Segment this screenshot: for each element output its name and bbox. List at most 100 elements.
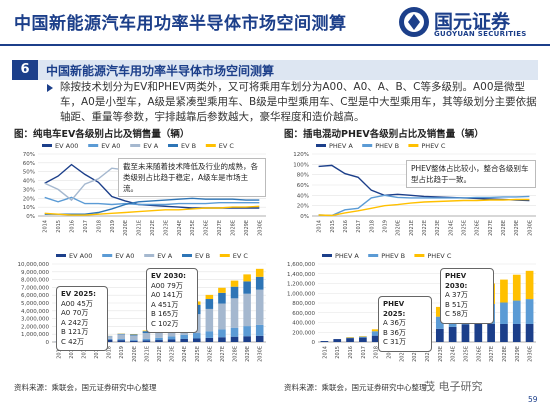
y-tick-label: 50%: [23, 170, 35, 176]
bar-segment-ev-c: [205, 294, 214, 300]
x-tick-label: 2014: [56, 346, 62, 359]
y-tick-label: 3,000,000: [21, 317, 49, 323]
x-tick-label: 2020E: [399, 346, 405, 362]
x-tick-label: 2026E: [204, 220, 210, 236]
y-tick-label: 600,000: [292, 311, 315, 317]
x-tick-label: 2026E: [207, 346, 213, 362]
section-title: 中国新能源汽车用功率半导体市场空间测算: [46, 64, 275, 78]
bar-segment-phev-a: [512, 323, 521, 342]
x-tick-label: 2018: [369, 220, 375, 233]
bar-segment-ev-a0: [255, 324, 264, 336]
bar-segment-ev-b: [205, 299, 214, 309]
x-tick-label: 2028E: [501, 220, 507, 236]
x-tick-label: 2023E: [435, 220, 441, 236]
x-tick-label: 2029E: [515, 346, 521, 362]
bar-segment-phev-c: [500, 279, 508, 303]
x-tick-label: 2014: [322, 346, 328, 359]
brand-name-en: GUOYUAN SECURITIES: [434, 30, 527, 38]
y-tick-label: 80%: [297, 173, 309, 179]
y-tick-label: 30%: [23, 187, 35, 193]
callout-line: C 42万: [61, 337, 85, 346]
phev-2025-callout: PHEV 2025: A 36万 B 36万 C 31万: [378, 296, 432, 352]
y-tick-label: 70%: [23, 152, 35, 158]
y-tick-label: 0: [46, 340, 50, 346]
x-tick-label: 2024E: [451, 346, 457, 362]
y-tick-label: 20%: [23, 196, 35, 202]
bar-segment-ev-a: [243, 293, 251, 327]
bar-segment-phev-c: [512, 274, 521, 301]
legend-swatch: [88, 144, 99, 147]
x-tick-label: 2025E: [463, 346, 469, 362]
bar-segment-ev-a0: [192, 333, 201, 339]
x-tick-label: 2015: [335, 346, 341, 359]
legend-label: EV C: [233, 252, 249, 260]
bar-segment-ev-b: [243, 281, 251, 294]
x-tick-label: 2015: [69, 346, 75, 359]
y-tick-label: 200,000: [292, 330, 315, 336]
bar-segment-ev-a0: [155, 337, 163, 341]
y-tick-label: 0%: [26, 214, 35, 220]
x-tick-label: 2028E: [233, 346, 239, 362]
bar-segment-phev-a: [371, 335, 380, 342]
bar-segment-phev-c: [371, 329, 380, 332]
series-line-phev-a: [318, 164, 530, 202]
callout-line: A0 70万: [61, 309, 89, 317]
legend-swatch: [362, 144, 373, 147]
legend-label: EV A: [157, 252, 173, 260]
brand-logo-icon: [399, 7, 429, 37]
phev-share-chart-svg: 0% 20% 40% 60% 80% 100% 120% 2014 2015 2016 2017 20…: [293, 142, 536, 236]
y-tick-label: 8,000,000: [21, 278, 49, 284]
x-tick-label: 2019: [119, 346, 125, 359]
y-tick-label: 9,000,000: [21, 270, 49, 276]
y-tick-label: 40%: [297, 193, 309, 199]
bar-segment-ev-a: [104, 336, 113, 339]
bar-segment-ev-a00: [205, 337, 214, 342]
brand-name-cn: 国元证券: [434, 11, 511, 33]
y-tick-label: 1,000,000: [287, 291, 315, 297]
title-bar: 中国新能源汽车用功率半导体市场空间测算 国元证券 GUOYUAN SECURIT…: [0, 0, 550, 44]
body-paragraph: 除按技术划分为EV和PHEV两类外，又可将乘用车划分为A00、A0、A、B、C等…: [60, 81, 537, 123]
legend-label: EV B: [181, 142, 196, 150]
bar-segment-ev-a0: [117, 339, 126, 341]
x-tick-label: 2029E: [244, 220, 250, 236]
legend-swatch: [205, 144, 216, 147]
y-tick-label: 4,000,000: [21, 309, 49, 315]
x-tick-label: 2021E: [144, 346, 150, 362]
legend-swatch: [102, 254, 113, 257]
legend-label: EV A0: [101, 142, 120, 150]
x-tick-label: 2027E: [220, 346, 226, 362]
bar-segment-ev-b: [255, 276, 264, 290]
series-line-ev-b: [44, 197, 260, 215]
x-tick-label: 2025E: [190, 220, 196, 236]
bar-segment-ev-a00: [243, 336, 251, 342]
bar-segment-ev-b: [142, 331, 151, 334]
x-tick-label: 2018: [374, 346, 380, 359]
x-tick-label: 2020E: [396, 220, 402, 236]
x-tick-label: 2027E: [489, 346, 495, 362]
bar-segment-ev-a0: [205, 331, 214, 338]
bar-segment-ev-c: [230, 280, 239, 287]
legend-swatch: [42, 144, 52, 147]
x-tick-label: 2028E: [502, 346, 508, 362]
y-tick-label: 20%: [297, 204, 309, 210]
callout-line: A 242万: [61, 318, 89, 327]
legend-swatch: [316, 144, 326, 147]
title-divider: [0, 44, 550, 46]
bar-segment-ev-a00: [155, 340, 163, 342]
x-tick-label: 2030E: [527, 220, 533, 236]
x-tick-label: 2025E: [195, 346, 201, 362]
bar-segment-ev-a00: [142, 340, 151, 342]
legend-label: EV C: [219, 142, 235, 150]
bar-segment-ev-a0: [104, 338, 113, 340]
x-tick-label: 2019: [110, 220, 116, 233]
series-line-ev-a0: [44, 196, 260, 206]
bar-segment-ev-b: [117, 333, 126, 335]
bar-segment-phev-b: [435, 316, 444, 329]
brand-logo: 国元证券 GUOYUAN SECURITIES: [398, 6, 548, 40]
x-tick-label: 2017: [356, 220, 362, 233]
callout-line: A 451万: [151, 300, 179, 309]
y-tick-label: 120%: [293, 152, 309, 158]
phev-share-note: PHEV整体占比较小，整合各级别车型占比趋于一致。: [406, 160, 536, 188]
y-tick-label: 2,000,000: [21, 324, 49, 330]
legend-label: PHEV A: [329, 142, 353, 150]
